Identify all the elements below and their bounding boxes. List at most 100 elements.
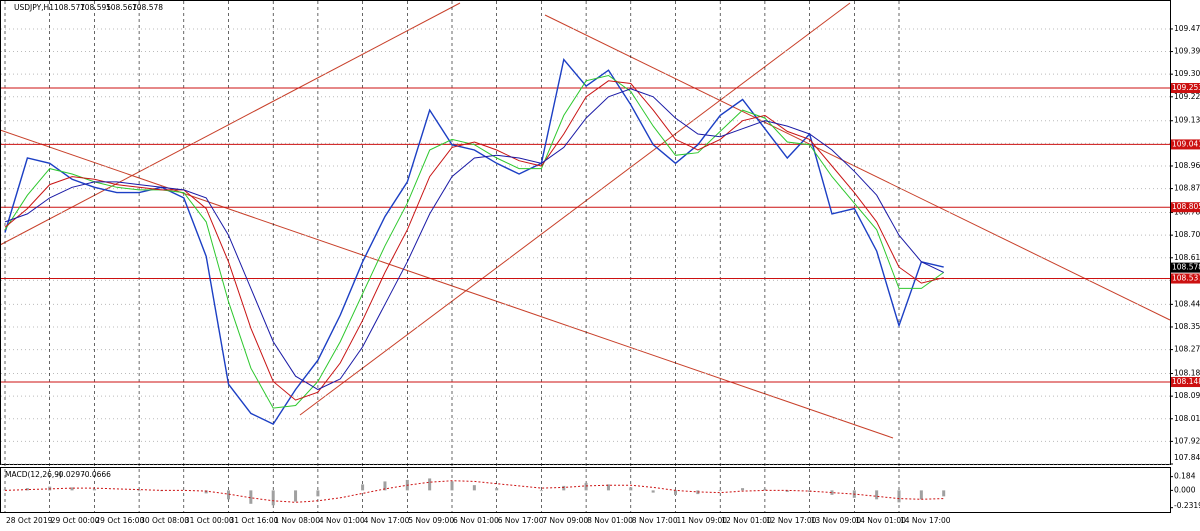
level-label-box (1171, 83, 1200, 94)
macd-bar (808, 490, 812, 492)
level-label: 108.537 (1172, 274, 1200, 283)
price-label-box (1171, 262, 1200, 273)
macd-bar (227, 490, 230, 500)
y-tick-label: 108.270 (1174, 345, 1200, 354)
macd-title: MACD(12,26,9) (5, 470, 62, 479)
x-tick-label: 31 Oct 00:00 (185, 516, 234, 525)
x-tick-label: 28 Oct 2019 (6, 516, 53, 525)
moving-average (4, 80, 944, 401)
y-tick-label: 109.220 (1174, 92, 1200, 101)
level-label: 109.041 (1172, 139, 1200, 148)
level-label: 109.253 (1172, 83, 1200, 92)
level-label-box (1171, 139, 1200, 150)
level-label-box (1171, 377, 1200, 388)
macd-bar (316, 490, 320, 497)
y-tick-label: 108.010 (1174, 414, 1200, 423)
macd-bar (651, 490, 655, 493)
macd-bar (741, 488, 745, 491)
macd-bar (539, 490, 543, 492)
y-tick-label: 108.700 (1174, 230, 1200, 239)
x-tick-label: 29 Oct 16:00 (95, 516, 144, 525)
level-label: 108.805 (1172, 202, 1200, 211)
macd-bar (919, 490, 923, 500)
x-tick-label: 12 Nov 17:00 (766, 516, 817, 525)
macd-bar (383, 481, 387, 491)
level-label-box (1171, 273, 1200, 284)
level-label: 108.148 (1172, 377, 1200, 386)
y-tick-label: 108.440 (1174, 299, 1200, 308)
trend-line (299, 2, 851, 416)
macd-bar (674, 490, 677, 495)
x-tick-label: 7 Nov 09:00 (542, 516, 588, 525)
x-tick-label: 4 Nov 01:00 (319, 516, 365, 525)
x-tick-label: 1 Nov 08:00 (274, 516, 320, 525)
header: USDJPY,H1 108.577 108.595 108.567 108.57… (5, 3, 163, 479)
macd-bar (495, 488, 499, 491)
x-tick-label: 8 Nov 01:00 (587, 516, 633, 525)
macd-signal: -0.0666 (82, 470, 111, 479)
open: 108.577 (54, 3, 85, 12)
macd-bar (785, 490, 789, 492)
y-tick-label: 108.615 (1174, 253, 1200, 262)
macd-bar (875, 490, 879, 500)
y-tick-label: 108.875 (1174, 184, 1200, 193)
y-tick-label: 109.475 (1174, 24, 1200, 33)
close: 108.578 (132, 3, 163, 12)
x-tick-label: 12 Nov 01:00 (721, 516, 772, 525)
moving-average (4, 88, 944, 391)
x-tick-label: 14 Nov 17:00 (900, 516, 951, 525)
x-tick-label: 5 Nov 09:00 (408, 516, 454, 525)
x-tick-label: 11 Nov 09:00 (677, 516, 728, 525)
y-tick-label: 108.960 (1174, 161, 1200, 170)
macd-bar (361, 484, 365, 491)
macd-bar (137, 490, 141, 492)
trend-line (0, 129, 894, 439)
trend-lines (0, 2, 1171, 439)
x-tick-label: 6 Nov 01:00 (453, 516, 499, 525)
macd-bar (450, 481, 454, 491)
macd-bar (942, 490, 946, 497)
macd-bar (271, 490, 275, 506)
y-tick-label: 109.305 (1174, 69, 1200, 78)
level-label-box (1171, 202, 1200, 213)
y-tick-label: 109.390 (1174, 47, 1200, 56)
x-tick-label: 13 Nov 09:00 (811, 516, 862, 525)
macd-bar (249, 490, 253, 504)
y-tick-label: 0.184 (1174, 472, 1196, 481)
x-tick-label: 14 Nov 01:00 (855, 516, 906, 525)
x-tick-label: 30 Oct 08:00 (140, 516, 189, 525)
x-tick-label: 31 Oct 16:00 (230, 516, 279, 525)
x-tick-label: 6 Nov 17:00 (498, 516, 544, 525)
macd-bar (562, 485, 566, 491)
symbol: USDJPY,H1 (14, 3, 54, 12)
macd-bar (472, 485, 476, 491)
trend-line (544, 14, 1171, 321)
y-tick-label: 108.095 (1174, 391, 1200, 400)
macd-bar (294, 490, 298, 502)
macd-bar (763, 488, 767, 491)
y-tick-label: 107.925 (1174, 436, 1200, 445)
x-tick-label: 4 Nov 17:00 (364, 516, 410, 525)
y-tick-label: 109.130 (1174, 116, 1200, 125)
y-tick-label: -0.2319 (1174, 501, 1200, 510)
macd-bar (92, 488, 96, 491)
signal-line (4, 480, 944, 503)
macd-bar (718, 490, 722, 492)
y-tick-label: 108.180 (1174, 369, 1200, 378)
macd-main: -0.0297 (56, 470, 85, 479)
macd-bar (25, 488, 29, 491)
macd-bar (830, 490, 834, 495)
macd-bar (629, 487, 633, 491)
price-label: 108.578 (1172, 263, 1200, 272)
macd-bar (70, 487, 74, 491)
y-tick-label: 0.000 (1174, 485, 1196, 494)
high: 108.595 (80, 3, 111, 12)
macd-bar (897, 490, 901, 503)
y-tick-label: 107.840 (1174, 453, 1200, 462)
low: 108.567 (106, 3, 137, 12)
macd-bar (584, 482, 588, 491)
x-tick-label: 8 Nov 17:00 (632, 516, 678, 525)
x-tick-label: 29 Oct 00:00 (51, 516, 100, 525)
trend-line (0, 2, 461, 246)
